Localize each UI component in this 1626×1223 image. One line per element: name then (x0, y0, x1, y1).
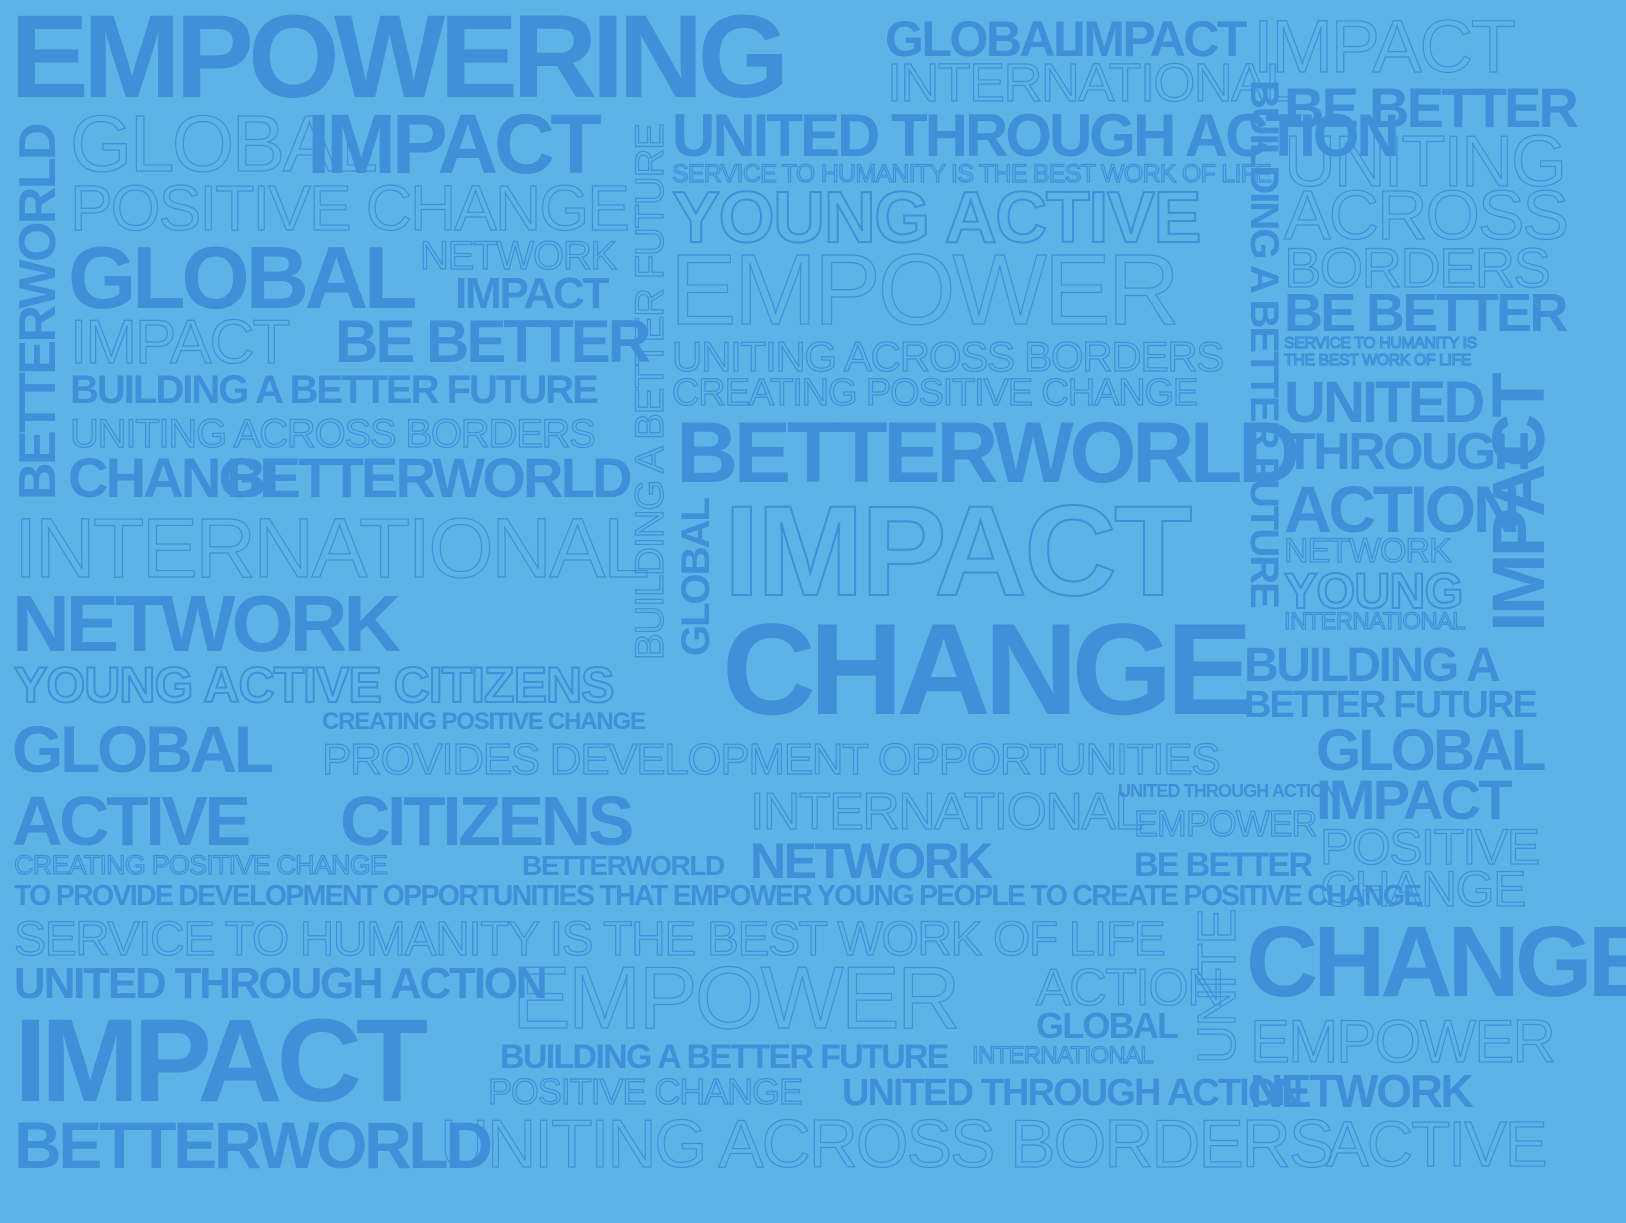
word-unite-vertical: UNITE (1186, 909, 1247, 1064)
word-building-a: BUILDING A (1244, 639, 1501, 692)
word-be-better-small: BE BETTER (1134, 846, 1313, 884)
word-impact-vertical: IMPACT (1477, 376, 1560, 632)
word-impact-bottom: IMPACT (14, 995, 428, 1127)
word-citizens: CITIZENS (340, 782, 634, 860)
word-empowering: EMPOWERING (10, 0, 789, 123)
word-global-right: GLOBAL (1316, 718, 1546, 783)
word-impact-bold: IMPACT (307, 97, 602, 191)
word-network-right: NETWORK (1283, 532, 1452, 570)
word-united-through-action-small: UNITED THROUGH ACTION (1118, 781, 1336, 801)
word-betterworld-vertical: BETTERWORLD (9, 125, 67, 500)
word-borders: BORDERS (1283, 236, 1551, 299)
word-be-better-2: BE BETTER (1284, 283, 1568, 343)
word-empower-small: EMPOWER (1133, 803, 1318, 844)
word-united-through-action-bottom: UNITED THROUGH ACTION (842, 1072, 1303, 1114)
word-change-left: CHANGE (68, 446, 297, 509)
word-service-humanity-large: SERVICE TO HUMANITY IS THE BEST WORK OF … (13, 913, 1166, 966)
word-empower-right: EMPOWER (1249, 1008, 1556, 1075)
word-empower-large: EMPOWER (669, 234, 1180, 346)
word-change-center: CHANGE (722, 596, 1253, 742)
word-betterworld-bottom: BETTERWORLD (14, 1108, 493, 1182)
word-through: THROUGH (1284, 423, 1531, 481)
word-change-right-thin: CHANGE (1319, 861, 1527, 917)
word-international: INTERNATIONAL (886, 53, 1296, 113)
word-action: ACTION (1284, 472, 1520, 546)
word-network-bottom: NETWORK (1250, 1065, 1474, 1117)
word-global-large: GLOBAL (68, 228, 418, 327)
word-positive: POSITIVE (1319, 819, 1540, 875)
word-uniting-across-borders-bottom: UNITING ACROSS BORDERS (439, 1106, 1334, 1182)
word-young-active: YOUNG ACTIVE (671, 178, 1203, 258)
word-creating-positive-change-3: CREATING POSITIVE CHANGE (13, 850, 388, 880)
word-global: GLOBAL (885, 11, 1084, 67)
word-impact-right: IMPACT (1316, 768, 1512, 831)
word-united-through-action: UNITED THROUGH ACTION (672, 102, 1400, 169)
word-building-better-future-vertical-right: BUILDING A BETTER FUTURE (1242, 80, 1286, 607)
word-impact-small: IMPACT (455, 269, 609, 318)
word-positive-change-bottom: POSITIVE CHANGE (487, 1071, 803, 1112)
word-building-better-future-vertical-left: BUILDING A BETTER FUTURE (627, 124, 672, 661)
word-global-thin: GLOBAL (69, 99, 378, 188)
word-mission-statement: TO PROVIDE DEVELOPMENT OPPORTUNITIES THA… (14, 880, 1422, 912)
word-global-left: GLOBAL (12, 712, 274, 786)
word-impact-thin: IMPACT (69, 308, 291, 377)
word-impact-outline: IMPACT (1252, 5, 1516, 88)
word-international-bottom: INTERNATIONAL (971, 1042, 1154, 1069)
word-provides-development: PROVIDES DEVELOPMENT OPPORTUNITIES (321, 735, 1221, 784)
word-network-mid: NETWORK (750, 833, 993, 889)
word-creating-positive-change: CREATING POSITIVE CHANGE (671, 372, 1198, 414)
word-uniting: UNITING (1283, 122, 1567, 202)
word-young-active-citizens: YOUNG ACTIVE CITIZENS (13, 657, 615, 713)
word-be-better-3: BE BETTER (335, 308, 651, 375)
word-betterworld-center: BETTERWORLD (676, 405, 1300, 501)
word-building-better-future: BUILDING A BETTER FUTURE (70, 368, 599, 412)
word-active: ACTIVE (12, 782, 251, 860)
word-global-vertical: GLOBAL (674, 499, 718, 656)
word-global-bottom: GLOBAL (1036, 1005, 1179, 1046)
word-empower-mid: EMPOWER (511, 948, 961, 1047)
word-action-thin: ACTION (1035, 959, 1225, 1017)
word-network-left: NETWORK (12, 579, 401, 668)
word-across: ACROSS (1283, 176, 1569, 254)
word-change-right-large: CHANGE (1246, 906, 1626, 1018)
word-impact-center: IMPACT (723, 480, 1193, 623)
word-service-humanity-is: SERVICE TO HUMANITY IS (1283, 335, 1477, 352)
word-active-bottom: ACTIVE (1325, 1108, 1548, 1180)
word-service-humanity: SERVICE TO HUMANITY IS THE BEST WORK OF … (671, 160, 1272, 188)
word-young-right: YOUNG (1283, 563, 1464, 619)
word-international-large: INTERNATIONAL (13, 501, 650, 595)
word-international-mid: INTERNATIONAL (749, 783, 1144, 841)
word-best-work-of-life: THE BEST WORK OF LIFE (1283, 352, 1472, 369)
word-united-through-action-left: UNITED THROUGH ACTION (14, 959, 548, 1008)
word-positive-change: POSITIVE CHANGE (69, 172, 630, 244)
word-better-future: BETTER FUTURE (1244, 684, 1538, 726)
word-united: UNITED (1284, 370, 1485, 435)
word-creating-positive-change-2: CREATING POSITIVE CHANGE (322, 708, 646, 735)
word-impact: IMPACT (1072, 11, 1247, 67)
word-be-better: BE BETTER (1284, 76, 1579, 139)
word-international-small: INTERNATIONAL (1283, 608, 1466, 635)
word-network-thin: NETWORK (419, 234, 617, 278)
word-uniting-across-borders: UNITING ACROSS BORDERS (671, 333, 1224, 380)
word-betterworld-small: BETTERWORLD (522, 850, 725, 881)
word-betterworld-left: BETTERWORLD (226, 446, 633, 509)
word-building-better-future-bottom: BUILDING A BETTER FUTURE (500, 1038, 949, 1076)
word-uniting-across-borders-2: UNITING ACROSS BORDERS (69, 412, 596, 456)
